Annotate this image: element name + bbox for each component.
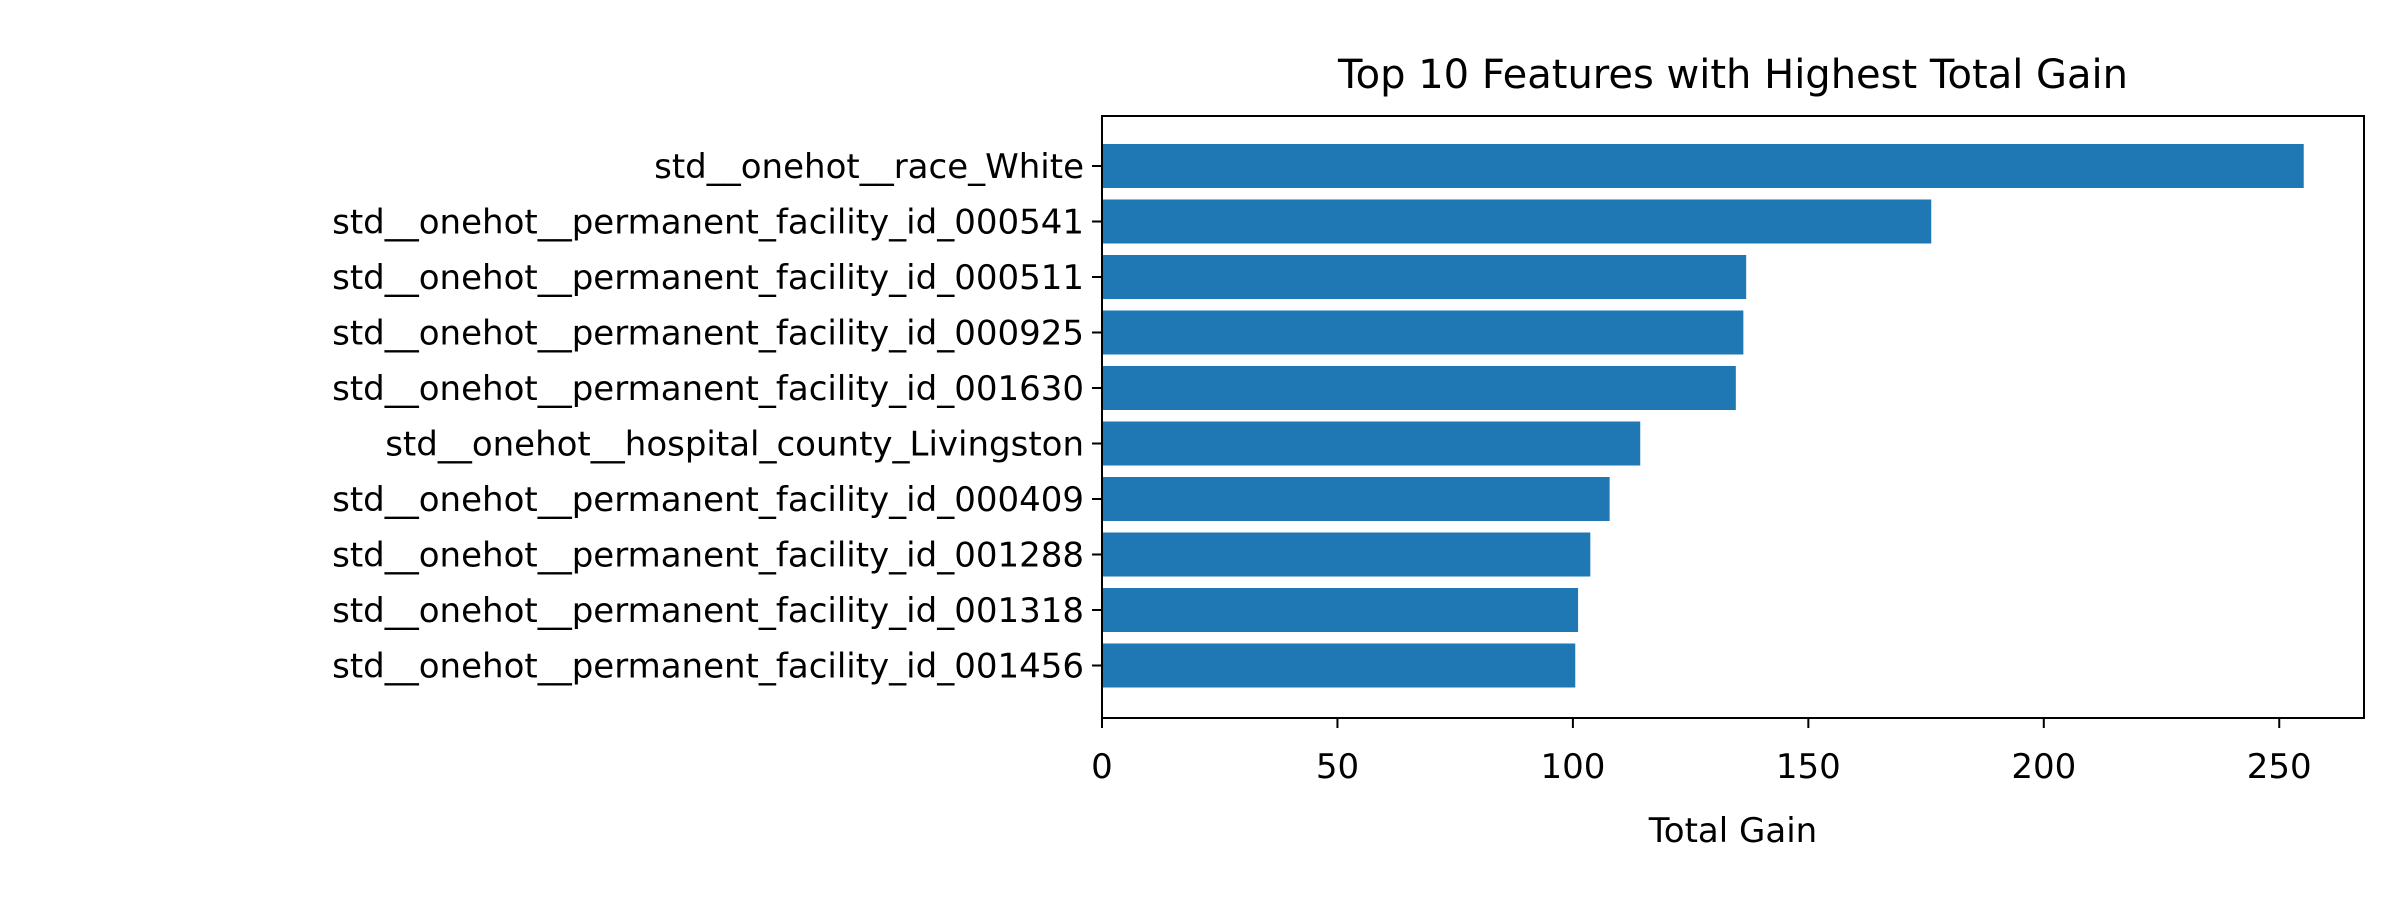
x-tick-label: 200 bbox=[2011, 747, 2076, 787]
y-axis-ticks: std__onehot__race_White std__onehot__perm… bbox=[332, 147, 1102, 687]
bars-layer bbox=[1102, 144, 2304, 688]
y-tick-label: std__onehot__race_White bbox=[654, 147, 1084, 187]
plot-frame bbox=[1101, 115, 2365, 719]
y-tick-label: std__onehot__permanent_facility_id_00163… bbox=[332, 369, 1084, 409]
bar bbox=[1102, 255, 1747, 299]
chart-title: Top 10 Features with Highest Total Gain bbox=[1337, 52, 2128, 98]
bar bbox=[1102, 421, 1641, 466]
bar bbox=[1102, 310, 1744, 355]
bar bbox=[1102, 643, 1576, 688]
y-tick-label: std__onehot__permanent_facility_id_00054… bbox=[332, 203, 1084, 243]
x-axis-ticks: 0 50 100 150 200 250 bbox=[1091, 718, 2312, 787]
x-tick-label: 250 bbox=[2247, 747, 2312, 787]
bar bbox=[1102, 532, 1591, 577]
bar bbox=[1102, 477, 1610, 521]
x-tick-label: 50 bbox=[1316, 747, 1359, 787]
y-tick-label: std__onehot__permanent_facility_id_00040… bbox=[332, 480, 1084, 520]
bar bbox=[1102, 588, 1579, 632]
x-tick-label: 150 bbox=[1776, 747, 1841, 787]
y-tick-label: std__onehot__permanent_facility_id_00145… bbox=[332, 647, 1084, 687]
x-axis-label: Total Gain bbox=[1648, 811, 1817, 851]
y-tick-label: std__onehot__hospital_county_Livingston bbox=[385, 425, 1084, 465]
x-tick-label: 100 bbox=[1540, 747, 1605, 787]
y-tick-label: std__onehot__permanent_facility_id_00128… bbox=[332, 536, 1084, 576]
bar bbox=[1102, 199, 1932, 244]
x-tick-label: 0 bbox=[1091, 747, 1113, 787]
bar bbox=[1102, 366, 1736, 410]
y-tick-label: std__onehot__permanent_facility_id_00051… bbox=[332, 258, 1084, 298]
bar bbox=[1102, 144, 2304, 188]
y-tick-label: std__onehot__permanent_facility_id_00092… bbox=[332, 314, 1084, 354]
y-tick-label: std__onehot__permanent_facility_id_00131… bbox=[332, 591, 1084, 631]
